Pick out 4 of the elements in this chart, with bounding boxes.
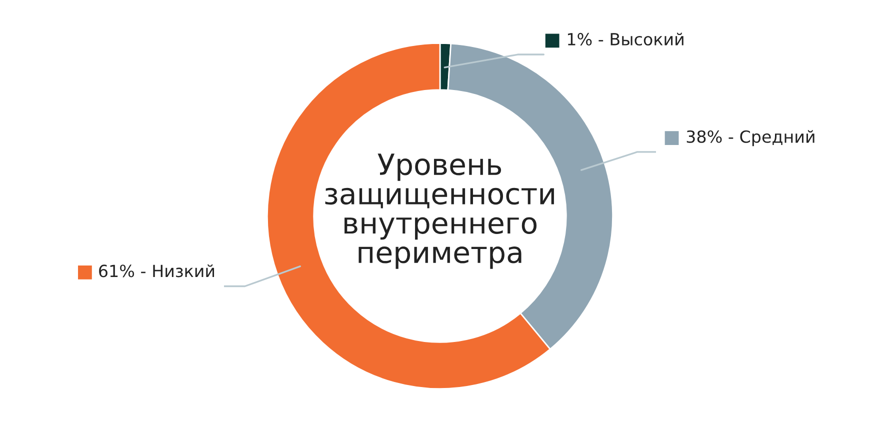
legend-label: 1% - Высокий	[568, 32, 684, 46]
text: Уровень защищенности внутреннего периметра	[325, 154, 554, 269]
legend-label: 61% - Низкий	[99, 264, 214, 278]
legend-label: 38% - Средний	[686, 130, 814, 146]
